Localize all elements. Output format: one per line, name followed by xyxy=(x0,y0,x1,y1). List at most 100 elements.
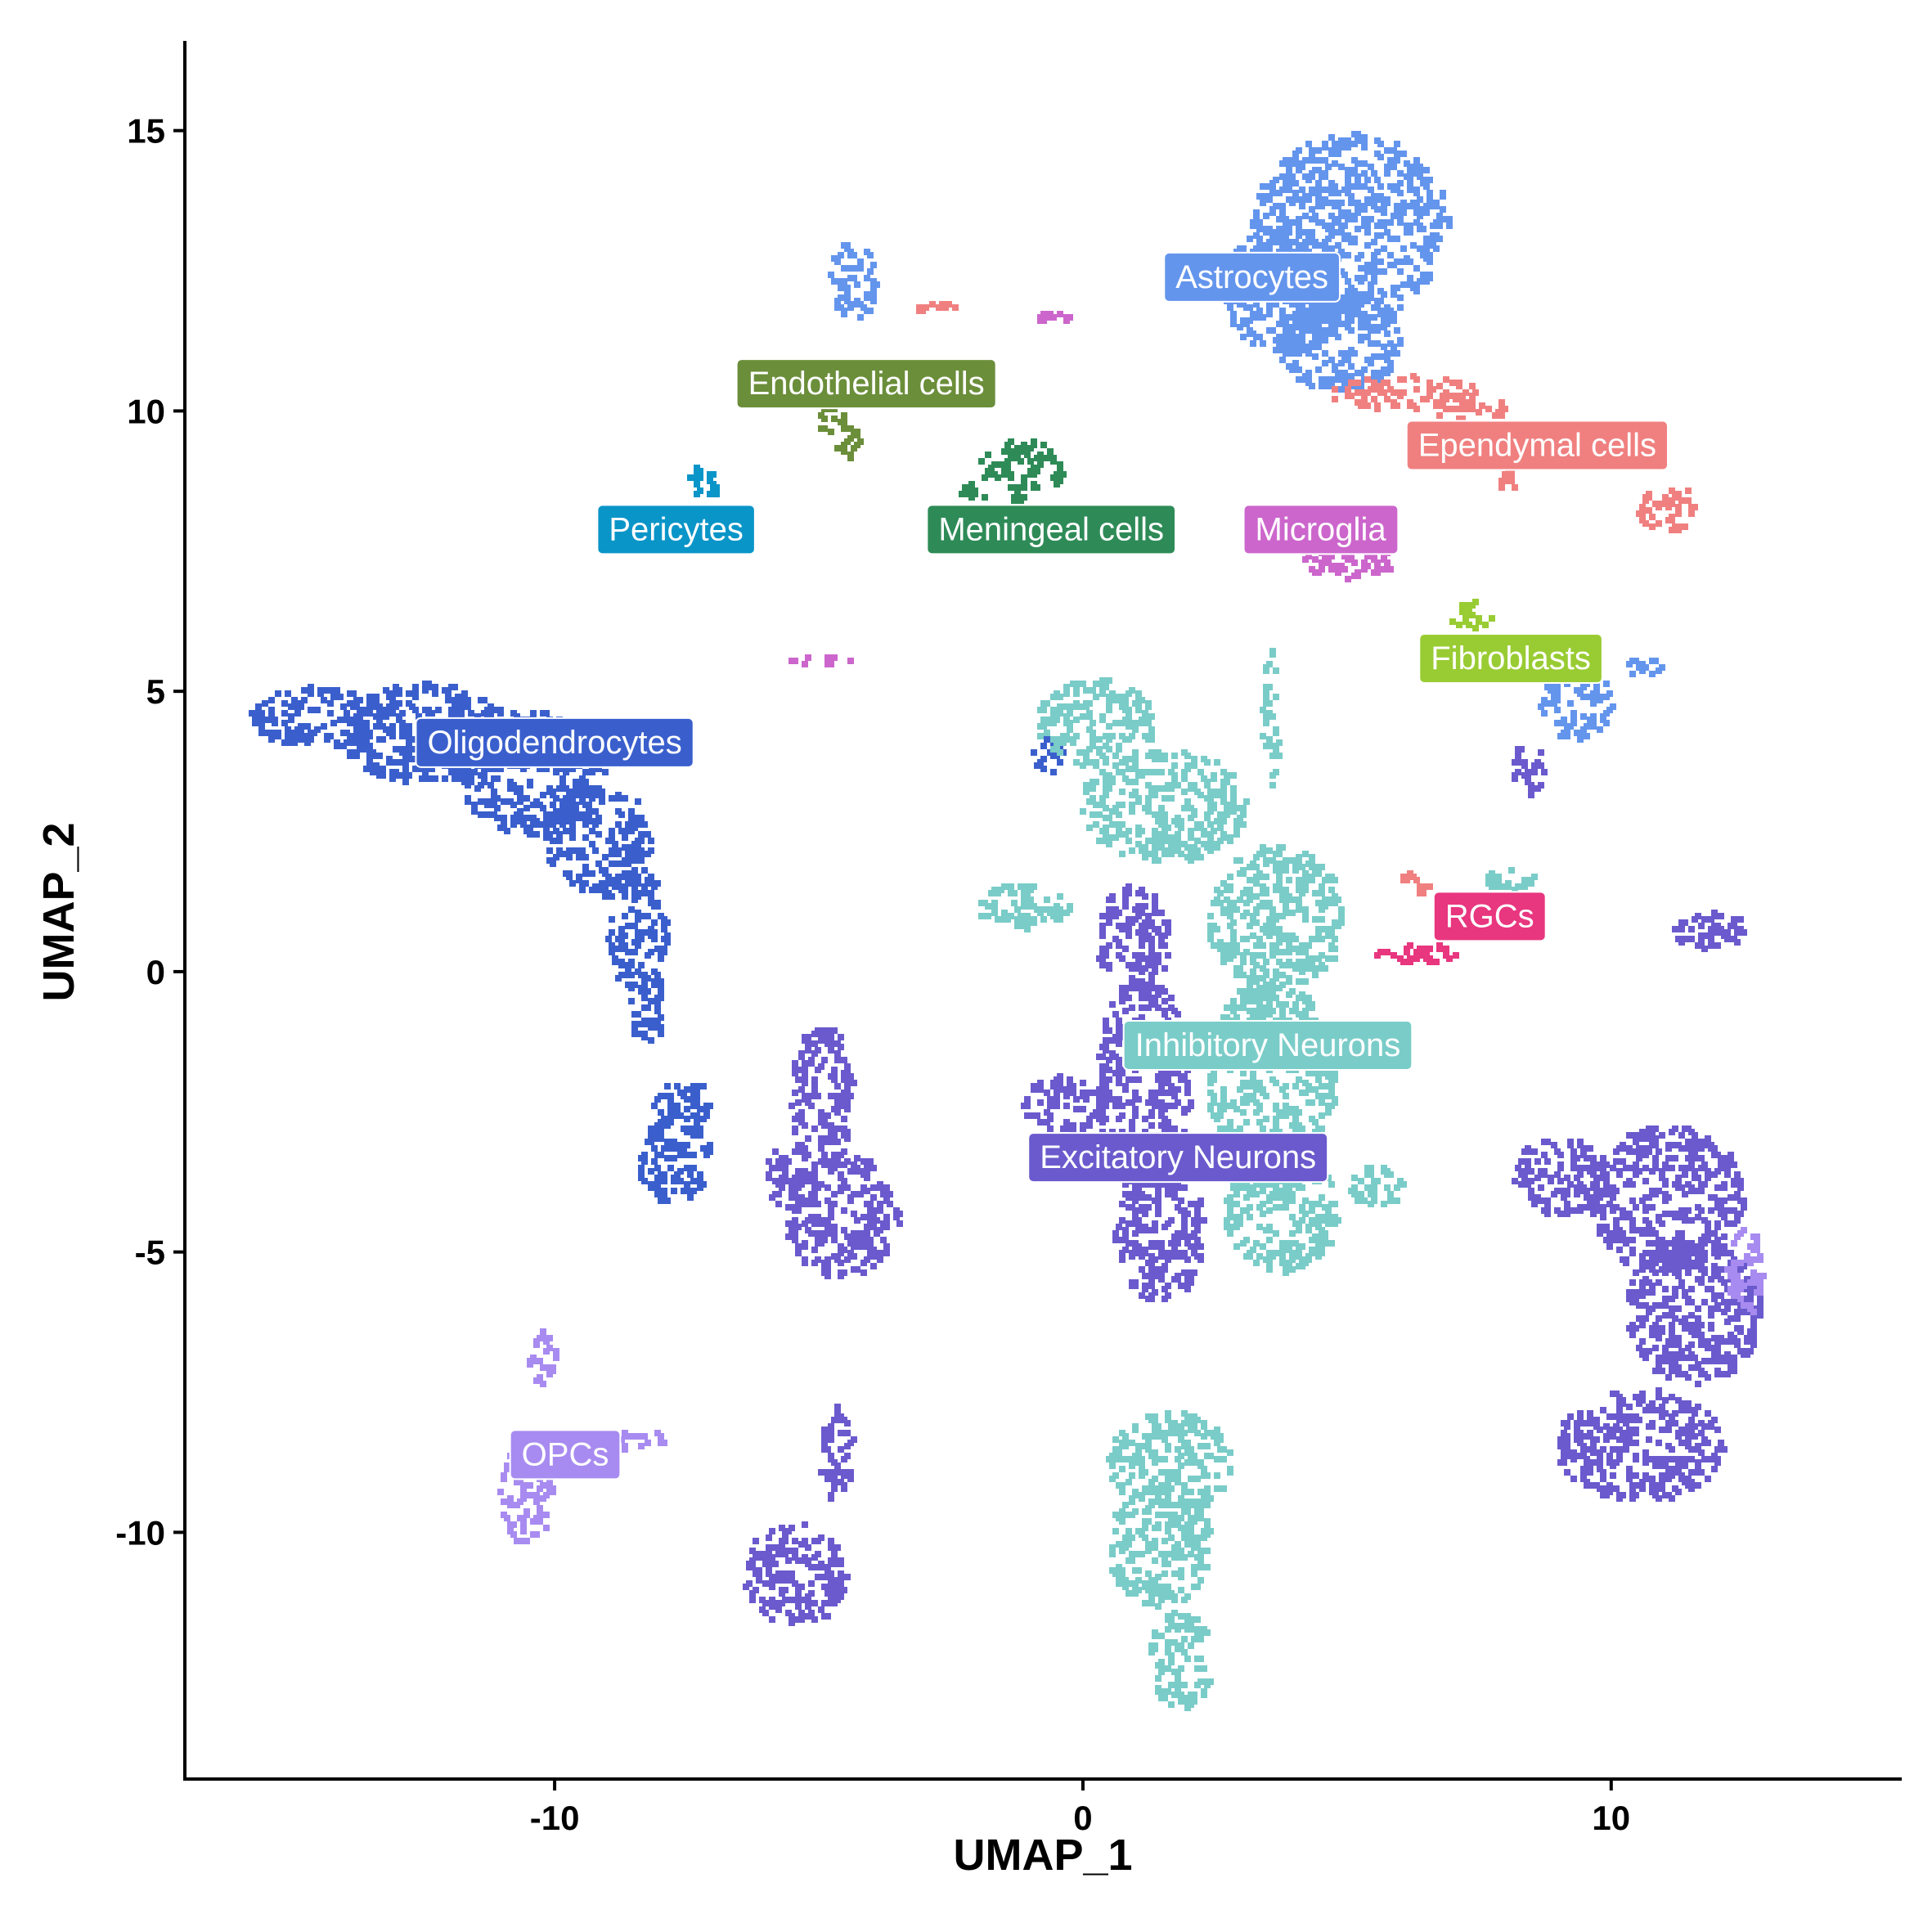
cell-point xyxy=(618,959,625,965)
cell-point xyxy=(523,795,530,802)
cell-point xyxy=(497,766,504,772)
cell-point xyxy=(582,815,589,821)
cell-point xyxy=(1024,926,1031,932)
cell-point xyxy=(609,929,615,936)
cell-point xyxy=(625,949,631,955)
cell-point xyxy=(1181,805,1188,811)
cell-point xyxy=(1014,484,1021,491)
cell-point xyxy=(1325,376,1332,383)
cell-point xyxy=(1423,167,1430,173)
cell-point xyxy=(1348,288,1355,294)
cell-point xyxy=(818,412,824,419)
cell-point xyxy=(262,700,268,707)
cell-point xyxy=(1037,733,1044,739)
cell-point xyxy=(1394,327,1400,334)
cell-point xyxy=(1253,962,1260,968)
cell-point xyxy=(1227,838,1233,844)
cell-point xyxy=(1220,1446,1227,1453)
cell-point xyxy=(1139,1469,1145,1476)
cell-point xyxy=(1188,828,1194,834)
cell-point xyxy=(618,936,625,942)
cell-point xyxy=(1368,360,1374,366)
cell-point xyxy=(638,815,645,821)
cell-point xyxy=(1512,484,1518,491)
cell-point xyxy=(1309,955,1315,962)
cell-point xyxy=(592,821,599,828)
cell-point xyxy=(651,968,658,975)
cell-point xyxy=(1263,710,1269,717)
cell-point xyxy=(1417,196,1423,203)
cell-point xyxy=(304,723,311,730)
cell-point xyxy=(1253,1086,1260,1093)
cell-point xyxy=(1283,314,1289,321)
cell-point xyxy=(1253,209,1260,216)
cell-point xyxy=(609,893,615,900)
cell-point xyxy=(353,717,360,723)
cell-point xyxy=(1126,838,1132,844)
cell-point xyxy=(645,851,651,857)
cell-point xyxy=(1368,1201,1374,1207)
cell-point xyxy=(393,769,399,775)
cell-point xyxy=(1184,1417,1191,1423)
cell-point xyxy=(1269,952,1276,959)
cell-point xyxy=(1181,841,1188,847)
cell-point xyxy=(694,1093,700,1099)
cell-point xyxy=(618,811,625,818)
cell-point xyxy=(638,857,645,864)
cell-point xyxy=(1332,946,1338,952)
cell-point xyxy=(631,857,638,864)
cell-point xyxy=(1328,180,1335,186)
cell-point xyxy=(471,769,478,775)
cell-point xyxy=(1427,190,1433,196)
cell-point xyxy=(559,808,566,815)
cell-point xyxy=(1224,946,1230,952)
cell-point xyxy=(1263,860,1269,867)
cell-point xyxy=(684,1129,690,1135)
cell-point xyxy=(1554,707,1561,713)
cell-point xyxy=(1220,952,1227,959)
cell-point xyxy=(1312,157,1319,164)
cell-point xyxy=(308,707,314,713)
cell-point xyxy=(1279,209,1286,216)
cell-point xyxy=(1561,720,1567,726)
cell-point xyxy=(674,1109,681,1116)
cell-point xyxy=(1040,766,1047,772)
cell-point xyxy=(641,1158,648,1165)
cell-point xyxy=(1237,896,1243,903)
cell-point xyxy=(1355,209,1361,216)
cell-point xyxy=(1325,330,1332,337)
cell-point xyxy=(1227,1119,1233,1126)
cell-point xyxy=(857,258,864,265)
cell-point xyxy=(1237,965,1243,972)
cell-point xyxy=(1253,880,1260,887)
cell-point xyxy=(1413,386,1420,393)
cell-point xyxy=(1279,1008,1286,1014)
cell-point xyxy=(1044,455,1050,461)
cell-point xyxy=(412,766,419,772)
cell-point xyxy=(635,798,641,805)
cell-point xyxy=(854,432,860,438)
cell-point xyxy=(1276,190,1283,196)
cell-point xyxy=(1116,769,1122,775)
cell-point xyxy=(628,998,635,1004)
cell-point xyxy=(1319,1112,1325,1119)
cell-point xyxy=(615,851,622,857)
cell-point xyxy=(1247,327,1253,334)
cell-point xyxy=(1237,1220,1243,1227)
cell-point xyxy=(1021,494,1027,501)
cell-point xyxy=(1273,1122,1279,1129)
cell-point xyxy=(1309,170,1315,177)
cell-point xyxy=(982,474,988,481)
cell-point xyxy=(1090,720,1096,726)
cell-point xyxy=(1302,347,1309,353)
cell-point xyxy=(1001,465,1008,471)
cell-point xyxy=(376,753,383,759)
cell-point xyxy=(1286,893,1292,900)
cell-point xyxy=(1603,694,1610,700)
cell-point xyxy=(641,1034,648,1040)
cell-point xyxy=(1466,622,1472,628)
cell-point xyxy=(1315,314,1322,321)
cell-point xyxy=(1309,344,1315,350)
cell-point xyxy=(1299,203,1305,209)
cell-point xyxy=(1171,818,1178,824)
